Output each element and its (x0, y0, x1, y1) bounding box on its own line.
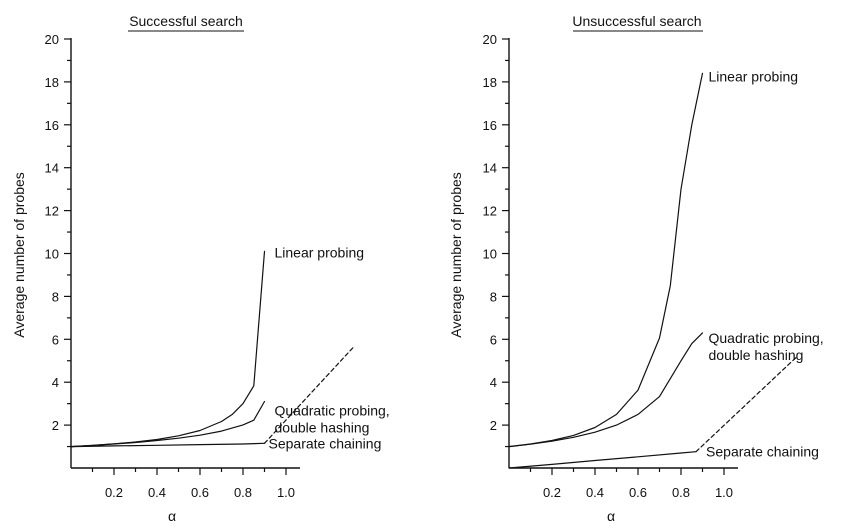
series-quadratic-probing-double-hashing (508, 332, 704, 448)
x-tick-label: 0.4 (586, 485, 604, 500)
x-tick-label: 0.2 (543, 485, 561, 500)
y-tick-label: 2 (490, 418, 497, 433)
chart-unsuccessful-search: Unsuccessful search Average number of pr… (448, 13, 824, 524)
x-tick-label: 0.6 (629, 485, 647, 500)
y-tick-label: 8 (52, 289, 59, 304)
curve-labels: Linear probing Quadratic probing, double h… (706, 68, 824, 459)
y-tick-label: 4 (52, 375, 59, 390)
y-tick-label: 4 (490, 375, 497, 390)
x-tick-label: 0.2 (105, 485, 123, 500)
curves (70, 250, 356, 448)
y-tick-label: 2 (52, 418, 59, 433)
y-tick-label: 20 (483, 32, 497, 47)
series-label: Separate chaining (269, 435, 382, 451)
x-axis-label: α (607, 508, 615, 524)
series-label: Separate chaining (706, 444, 819, 460)
y-tick-label: 18 (483, 75, 497, 90)
series-label: Linear probing (275, 244, 365, 260)
y-tick-label: 10 (483, 247, 497, 262)
x-tick-label: 0.8 (672, 485, 690, 500)
y-tick-label: 16 (483, 118, 497, 133)
y-axis-label: Average number of probes (448, 172, 464, 338)
y-tick-label: 18 (45, 75, 59, 90)
chart-title: Successful search (129, 13, 243, 29)
y-tick-label: 6 (490, 332, 497, 347)
chart-successful-search: Successful search Average number of prob… (11, 13, 390, 524)
series-label: Quadratic probing, double hashing (275, 403, 390, 436)
curve-labels: Linear probing Quadratic probing, double h… (269, 244, 390, 451)
chart-title: Unsuccessful search (572, 13, 701, 29)
y-tick-label: 12 (483, 204, 497, 219)
y-axis-label: Average number of probes (11, 172, 27, 338)
x-tick-label: 0.8 (234, 485, 252, 500)
y-tick-label: 6 (52, 332, 59, 347)
x-tick-label: 1.0 (715, 485, 733, 500)
series-quadratic-probing-double-hashing (70, 400, 266, 448)
tick-labels: 2 4 6 8 10 12 14 16 18 20 0.2 0.4 0.6 0.8 1.0 (483, 32, 734, 500)
curves (508, 72, 798, 469)
series-separate-chaining-1 (695, 355, 798, 453)
y-tick-label: 16 (45, 118, 59, 133)
y-tick-label: 14 (483, 161, 497, 176)
series-linear-probing (70, 250, 266, 448)
series-linear-probing (508, 72, 704, 448)
x-tick-label: 0.4 (148, 485, 166, 500)
y-tick-label: 20 (45, 32, 59, 47)
series-separate-chaining (508, 451, 697, 469)
x-tick-label: 0.6 (191, 485, 209, 500)
y-tick-label: 10 (45, 247, 59, 262)
series-separate-chaining-1 (263, 345, 356, 444)
tick-marks (64, 38, 287, 475)
y-tick-label: 12 (45, 204, 59, 219)
x-axis-label: α (168, 508, 176, 524)
y-tick-label: 8 (490, 289, 497, 304)
y-tick-label: 14 (45, 161, 59, 176)
series-separate-chaining (70, 442, 266, 448)
x-tick-label: 1.0 (277, 485, 295, 500)
series-label: Linear probing (709, 68, 799, 84)
tick-labels: 2 4 6 8 10 12 14 16 18 20 0.2 0.4 0.6 0.8 1.0 (45, 32, 296, 500)
tick-marks (502, 38, 725, 475)
series-label: Quadratic probing, double hashing (709, 330, 824, 363)
